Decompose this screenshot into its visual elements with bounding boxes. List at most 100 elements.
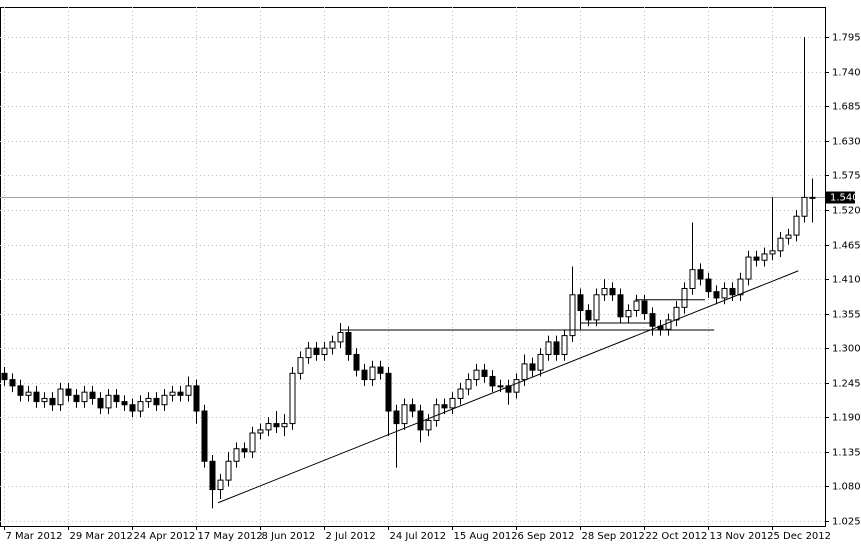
candle-body xyxy=(641,300,648,315)
candle-body xyxy=(537,353,544,371)
y-tick-label: 1.355 xyxy=(832,310,861,321)
y-tick-label: 1.520 xyxy=(832,206,861,217)
candle-body xyxy=(241,448,248,453)
candle-body xyxy=(57,388,64,406)
candle-body xyxy=(249,432,256,453)
candle-body xyxy=(145,397,152,403)
x-tick-label: 7 Mar 2012 xyxy=(6,531,63,542)
x-tick-label: 24 Jul 2012 xyxy=(390,531,447,542)
y-tick-label: 1.190 xyxy=(832,413,861,424)
y-tick-label: 1.740 xyxy=(832,68,861,79)
candle-body xyxy=(777,237,784,252)
candle-body xyxy=(553,341,560,355)
x-tick-label: 8 Jun 2012 xyxy=(262,531,316,542)
candle-body xyxy=(297,357,304,374)
candle-body xyxy=(1,372,8,381)
x-tick-label: 6 Sep 2012 xyxy=(518,531,575,542)
y-tick-label: 1.685 xyxy=(832,102,861,113)
candle-body xyxy=(673,306,680,321)
candle-body xyxy=(481,369,488,377)
candle-body xyxy=(465,379,472,390)
candle-body xyxy=(225,460,232,481)
candle-body xyxy=(153,397,160,406)
candle-body xyxy=(361,369,368,381)
candle-body xyxy=(161,394,168,406)
candle-body xyxy=(721,287,728,299)
candle-body xyxy=(609,287,616,296)
candle-body xyxy=(177,391,184,396)
candle-body xyxy=(457,388,464,399)
candle-body xyxy=(785,234,792,239)
candle-body xyxy=(593,294,600,321)
y-tick-label: 1.135 xyxy=(832,448,861,459)
candle-body xyxy=(105,394,112,409)
x-tick-label: 17 May 2012 xyxy=(198,531,263,542)
y-tick-label: 1.795 xyxy=(832,33,861,44)
plot-frame xyxy=(0,7,826,527)
candle-body xyxy=(801,196,808,217)
candle-body xyxy=(681,287,688,308)
candle-body xyxy=(209,460,216,491)
candle-body xyxy=(97,397,104,409)
candle-body xyxy=(321,347,328,355)
candle-body xyxy=(489,375,496,387)
candle-body xyxy=(369,366,376,381)
candle-body xyxy=(729,287,736,296)
y-tick-label: 1.245 xyxy=(832,379,861,390)
candle-body xyxy=(169,391,176,396)
candle-body xyxy=(417,410,424,431)
x-tick-label: 2 Jul 2012 xyxy=(326,531,376,542)
candle-body xyxy=(313,347,320,355)
candle-body xyxy=(441,404,448,409)
candle-body xyxy=(745,256,752,280)
candle-body xyxy=(65,388,72,396)
y-tick-label: 1.025 xyxy=(832,517,861,528)
x-tick-label: 22 Oct 2012 xyxy=(646,531,708,542)
last-price-box xyxy=(826,191,855,204)
candle-body xyxy=(569,294,576,337)
candle-body xyxy=(129,404,136,412)
candle-body xyxy=(265,423,272,431)
candle-body xyxy=(137,401,144,412)
x-tick-label: 13 Nov 2012 xyxy=(710,531,774,542)
candle-body xyxy=(329,341,336,349)
candle-body xyxy=(25,391,32,396)
candle-body xyxy=(217,479,224,491)
candle-body xyxy=(393,410,400,425)
candle-body xyxy=(233,448,240,462)
candle-body xyxy=(89,391,96,399)
candle-body xyxy=(577,294,584,311)
candle-body xyxy=(41,397,48,403)
candle-body xyxy=(409,404,416,412)
y-tick-label: 1.630 xyxy=(832,137,861,148)
candle-body xyxy=(561,335,568,355)
candle-body xyxy=(401,404,408,425)
candle-body xyxy=(617,294,624,318)
candle-body xyxy=(385,372,392,412)
candle-body xyxy=(625,309,632,318)
y-tick-label: 1.410 xyxy=(832,275,861,286)
candle-body xyxy=(33,391,40,403)
candle-body xyxy=(377,366,384,374)
candle-body xyxy=(473,369,480,381)
candle-body xyxy=(633,300,640,311)
candle-body xyxy=(121,401,128,406)
candle-body xyxy=(49,397,56,406)
candle-body xyxy=(545,341,552,355)
candle-body xyxy=(281,423,288,428)
x-tick-label: 28 Sep 2012 xyxy=(582,531,645,542)
x-tick-label: 15 Aug 2012 xyxy=(454,531,518,542)
candle-body xyxy=(9,379,16,387)
candle-body xyxy=(305,347,312,359)
candle-body xyxy=(425,419,432,431)
candle-body xyxy=(585,309,592,321)
candle-body xyxy=(769,250,776,255)
candle-body xyxy=(345,331,352,355)
candle-body xyxy=(273,423,280,428)
candle-body xyxy=(505,385,512,393)
y-tick-label: 1.300 xyxy=(832,344,861,355)
candle-body xyxy=(753,256,760,261)
candle-body xyxy=(521,363,528,381)
candle-body xyxy=(601,287,608,296)
